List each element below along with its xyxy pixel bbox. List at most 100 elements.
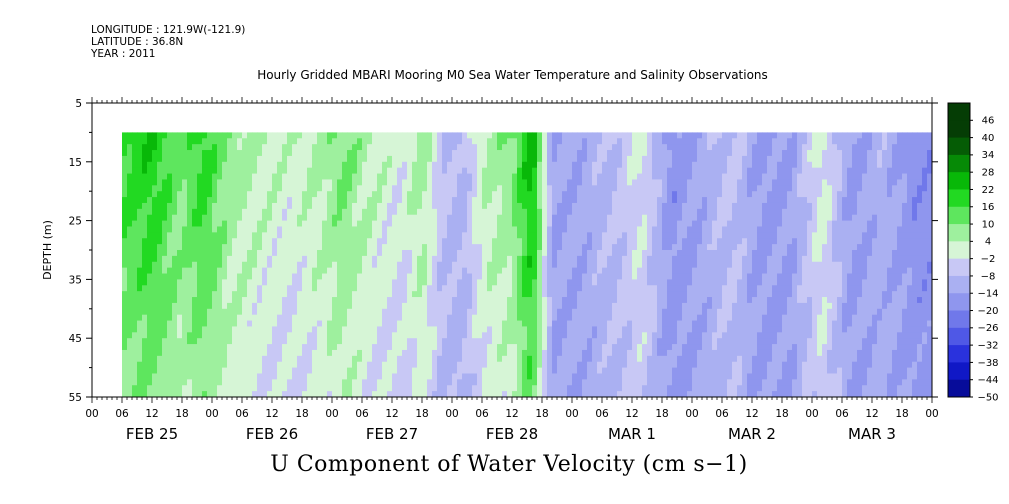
heatmap-cell [632, 297, 638, 304]
heatmap-cell [382, 202, 388, 210]
heatmap-cell [162, 279, 168, 286]
heatmap-cell [662, 349, 668, 357]
heatmap-cell [147, 338, 153, 345]
heatmap-cell [547, 349, 553, 357]
heatmap-cell [297, 297, 303, 304]
heatmap-cell [422, 250, 428, 257]
heatmap-cell [247, 132, 253, 139]
heatmap-cell [257, 155, 263, 163]
heatmap-cell [482, 179, 488, 186]
heatmap-cell [267, 297, 273, 304]
heatmap-cell [482, 291, 488, 298]
heatmap-cell [257, 373, 263, 380]
heatmap-cell [542, 244, 548, 251]
heatmap-cell [672, 279, 678, 286]
heatmap-cell [617, 238, 623, 245]
heatmap-cell [532, 302, 538, 310]
heatmap-cell [657, 385, 663, 392]
heatmap-cell [592, 326, 598, 333]
heatmap-cell [537, 202, 543, 210]
heatmap-cell [387, 355, 393, 363]
heatmap-cell [562, 302, 568, 310]
heatmap-cell [567, 208, 573, 216]
heatmap-cell [172, 320, 178, 328]
heatmap-cell [527, 255, 533, 263]
heatmap-cell [497, 349, 503, 357]
heatmap-cell [337, 244, 343, 251]
heatmap-cell [532, 232, 538, 239]
heatmap-cell [262, 173, 268, 181]
heatmap-cell [672, 144, 678, 151]
heatmap-cell [532, 344, 538, 351]
heatmap-cell [292, 320, 298, 328]
heatmap-cell [672, 208, 678, 216]
heatmap-cell [577, 391, 583, 397]
heatmap-cell [237, 355, 243, 363]
heatmap-cell [307, 291, 313, 298]
heatmap-cell [357, 144, 363, 151]
heatmap-cell [452, 161, 458, 169]
heatmap-cell [212, 150, 218, 157]
heatmap-cell [452, 320, 458, 328]
heatmap-cell [427, 332, 433, 339]
heatmap-cell [587, 202, 593, 210]
heatmap-cell [322, 367, 328, 375]
heatmap-cell [447, 344, 453, 351]
heatmap-cell [397, 344, 403, 351]
heatmap-cell [302, 349, 308, 357]
heatmap-cell [247, 302, 253, 310]
heatmap-cell [517, 373, 523, 380]
heatmap-cell [507, 320, 513, 328]
heatmap-cell [432, 373, 438, 380]
heatmap-cell [417, 261, 423, 269]
heatmap-cell [292, 250, 298, 257]
heatmap-cell [377, 155, 383, 163]
heatmap-cell [362, 391, 368, 397]
heatmap-cell [127, 238, 133, 245]
heatmap-cell [192, 208, 198, 216]
heatmap-cell [497, 314, 503, 322]
heatmap-cell [207, 385, 213, 392]
heatmap-cell [387, 297, 393, 304]
heatmap-cell [392, 367, 398, 375]
heatmap-cell [617, 185, 623, 192]
heatmap-cell [197, 326, 203, 333]
heatmap-cell [592, 267, 598, 275]
heatmap-cell [177, 138, 183, 145]
heatmap-cell [402, 161, 408, 169]
heatmap-cell [532, 297, 538, 304]
heatmap-cell [142, 179, 148, 186]
heatmap-cell [667, 267, 673, 275]
heatmap-cell [227, 326, 233, 333]
heatmap-cell [247, 367, 253, 375]
heatmap-cell [262, 297, 268, 304]
heatmap-cell [547, 161, 553, 169]
heatmap-cell [252, 379, 258, 386]
heatmap-cell [162, 344, 168, 351]
heatmap-cell [447, 197, 453, 204]
heatmap-cell [362, 132, 368, 139]
heatmap-cell [282, 150, 288, 157]
heatmap-cell [522, 261, 528, 269]
heatmap-cell [237, 144, 243, 151]
heatmap-cell [287, 344, 293, 351]
heatmap-cell [267, 385, 273, 392]
heatmap-cell [562, 308, 568, 316]
heatmap-cell [487, 173, 493, 181]
heatmap-cell [177, 308, 183, 316]
heatmap-cell [477, 179, 483, 186]
heatmap-cell [397, 320, 403, 328]
heatmap-cell [282, 373, 288, 380]
heatmap-cell [467, 285, 473, 292]
heatmap-cell [382, 250, 388, 257]
heatmap-cell [642, 273, 648, 280]
heatmap-cell [202, 179, 208, 186]
heatmap-cell [517, 355, 523, 363]
heatmap-cell [617, 138, 623, 145]
heatmap-cell [162, 261, 168, 269]
heatmap-cell [317, 208, 323, 216]
heatmap-cell [357, 385, 363, 392]
heatmap-cell [627, 202, 633, 210]
heatmap-cell [297, 167, 303, 175]
heatmap-cell [507, 314, 513, 322]
